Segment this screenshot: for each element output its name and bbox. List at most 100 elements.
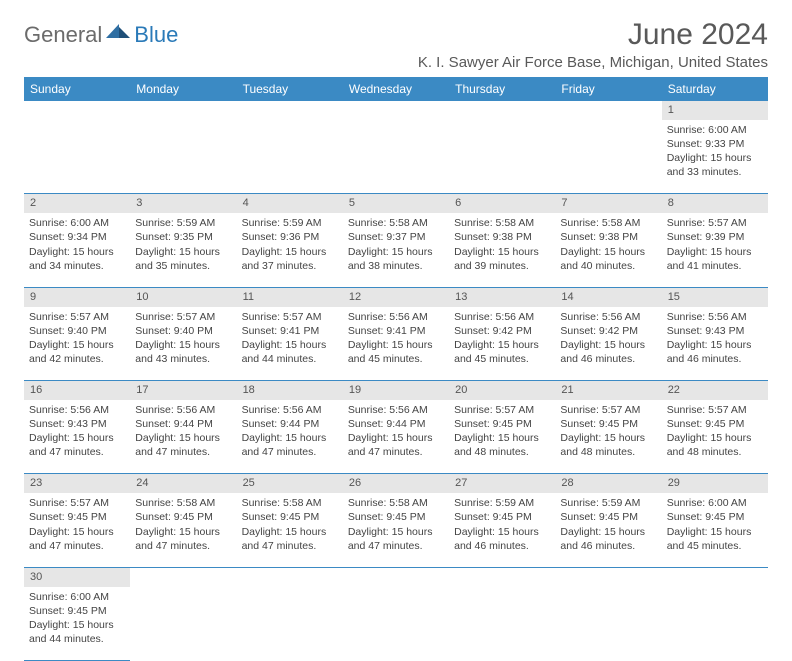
sunrise-text: Sunrise: 5:56 AM: [667, 310, 763, 324]
daynum-row: 2345678: [24, 194, 768, 213]
day-header: Friday: [555, 77, 661, 101]
day-number-cell: [662, 567, 768, 586]
daylight2-text: and 39 minutes.: [454, 259, 550, 273]
day-cell: Sunrise: 5:56 AMSunset: 9:44 PMDaylight:…: [130, 400, 236, 474]
sunrise-text: Sunrise: 5:58 AM: [454, 216, 550, 230]
day-number: 12: [349, 291, 361, 303]
daylight1-text: Daylight: 15 hours: [667, 525, 763, 539]
daylight1-text: Daylight: 15 hours: [242, 338, 338, 352]
sunrise-text: Sunrise: 5:57 AM: [29, 310, 125, 324]
daylight1-text: Daylight: 15 hours: [242, 431, 338, 445]
day-number: 23: [30, 477, 42, 489]
day-number-cell: 30: [24, 567, 130, 586]
sunset-text: Sunset: 9:45 PM: [454, 510, 550, 524]
sunrise-text: Sunrise: 5:58 AM: [135, 496, 231, 510]
day-cell: [449, 587, 555, 661]
daylight1-text: Daylight: 15 hours: [242, 525, 338, 539]
daylight2-text: and 35 minutes.: [135, 259, 231, 273]
day-number-cell: 25: [237, 474, 343, 493]
day-number: 19: [349, 384, 361, 396]
day-number-cell: 3: [130, 194, 236, 213]
day-cell: Sunrise: 5:59 AMSunset: 9:45 PMDaylight:…: [555, 493, 661, 567]
daylight1-text: Daylight: 15 hours: [29, 525, 125, 539]
day-number: 27: [455, 477, 467, 489]
sunrise-text: Sunrise: 6:00 AM: [29, 216, 125, 230]
daylight1-text: Daylight: 15 hours: [29, 431, 125, 445]
day-cell: Sunrise: 5:57 AMSunset: 9:45 PMDaylight:…: [449, 400, 555, 474]
sunrise-text: Sunrise: 5:57 AM: [29, 496, 125, 510]
day-number-cell: [130, 101, 236, 120]
daylight1-text: Daylight: 15 hours: [135, 431, 231, 445]
sunset-text: Sunset: 9:41 PM: [348, 324, 444, 338]
sunrise-text: Sunrise: 6:00 AM: [667, 496, 763, 510]
day-number-cell: 10: [130, 287, 236, 306]
day-number-cell: [343, 567, 449, 586]
day-cell: Sunrise: 5:56 AMSunset: 9:43 PMDaylight:…: [24, 400, 130, 474]
daylight2-text: and 48 minutes.: [560, 445, 656, 459]
day-number-cell: 23: [24, 474, 130, 493]
daylight2-text: and 47 minutes.: [348, 445, 444, 459]
sunset-text: Sunset: 9:40 PM: [29, 324, 125, 338]
day-number-cell: [24, 101, 130, 120]
daylight2-text: and 41 minutes.: [667, 259, 763, 273]
daylight2-text: and 46 minutes.: [560, 539, 656, 553]
day-cell: Sunrise: 5:57 AMSunset: 9:45 PMDaylight:…: [662, 400, 768, 474]
day-number-cell: 1: [662, 101, 768, 120]
day-number: 15: [668, 291, 680, 303]
calendar-table: Sunday Monday Tuesday Wednesday Thursday…: [24, 77, 768, 661]
day-number-cell: 17: [130, 381, 236, 400]
day-cell: [237, 587, 343, 661]
month-title: June 2024: [418, 18, 768, 52]
day-number-cell: 8: [662, 194, 768, 213]
daylight1-text: Daylight: 15 hours: [242, 245, 338, 259]
day-number: 2: [30, 197, 36, 209]
day-cell: [343, 120, 449, 194]
sunset-text: Sunset: 9:45 PM: [135, 510, 231, 524]
sunrise-text: Sunrise: 6:00 AM: [667, 123, 763, 137]
day-number-cell: [130, 567, 236, 586]
daylight1-text: Daylight: 15 hours: [348, 525, 444, 539]
daylight2-text: and 47 minutes.: [135, 445, 231, 459]
day-cell: Sunrise: 5:58 AMSunset: 9:45 PMDaylight:…: [130, 493, 236, 567]
sunset-text: Sunset: 9:45 PM: [242, 510, 338, 524]
daylight2-text: and 47 minutes.: [135, 539, 231, 553]
sunset-text: Sunset: 9:45 PM: [560, 417, 656, 431]
day-content-row: Sunrise: 6:00 AMSunset: 9:45 PMDaylight:…: [24, 587, 768, 661]
daylight1-text: Daylight: 15 hours: [135, 525, 231, 539]
sunset-text: Sunset: 9:43 PM: [667, 324, 763, 338]
daylight2-text: and 45 minutes.: [667, 539, 763, 553]
daylight2-text: and 47 minutes.: [29, 445, 125, 459]
sunset-text: Sunset: 9:45 PM: [560, 510, 656, 524]
day-number-cell: 11: [237, 287, 343, 306]
sunset-text: Sunset: 9:44 PM: [135, 417, 231, 431]
sunrise-text: Sunrise: 5:56 AM: [242, 403, 338, 417]
sunrise-text: Sunrise: 5:58 AM: [242, 496, 338, 510]
sunset-text: Sunset: 9:45 PM: [29, 510, 125, 524]
day-cell: [130, 587, 236, 661]
day-number: 16: [30, 384, 42, 396]
day-cell: [555, 120, 661, 194]
day-number: 9: [30, 291, 36, 303]
day-number-cell: [449, 567, 555, 586]
day-number: 14: [561, 291, 573, 303]
daylight2-text: and 44 minutes.: [29, 632, 125, 646]
daylight2-text: and 47 minutes.: [242, 445, 338, 459]
daylight1-text: Daylight: 15 hours: [135, 338, 231, 352]
day-number: 10: [136, 291, 148, 303]
sunset-text: Sunset: 9:45 PM: [348, 510, 444, 524]
day-number: 30: [30, 571, 42, 583]
sunrise-text: Sunrise: 6:00 AM: [29, 590, 125, 604]
sunrise-text: Sunrise: 5:59 AM: [560, 496, 656, 510]
daylight1-text: Daylight: 15 hours: [29, 338, 125, 352]
day-content-row: Sunrise: 6:00 AMSunset: 9:34 PMDaylight:…: [24, 213, 768, 287]
day-header: Saturday: [662, 77, 768, 101]
day-number-cell: [555, 567, 661, 586]
sunrise-text: Sunrise: 5:59 AM: [454, 496, 550, 510]
day-number: 6: [455, 197, 461, 209]
day-number-cell: 16: [24, 381, 130, 400]
day-cell: [343, 587, 449, 661]
daylight1-text: Daylight: 15 hours: [667, 338, 763, 352]
day-cell: Sunrise: 5:56 AMSunset: 9:42 PMDaylight:…: [449, 307, 555, 381]
daylight1-text: Daylight: 15 hours: [454, 338, 550, 352]
daylight2-text: and 37 minutes.: [242, 259, 338, 273]
